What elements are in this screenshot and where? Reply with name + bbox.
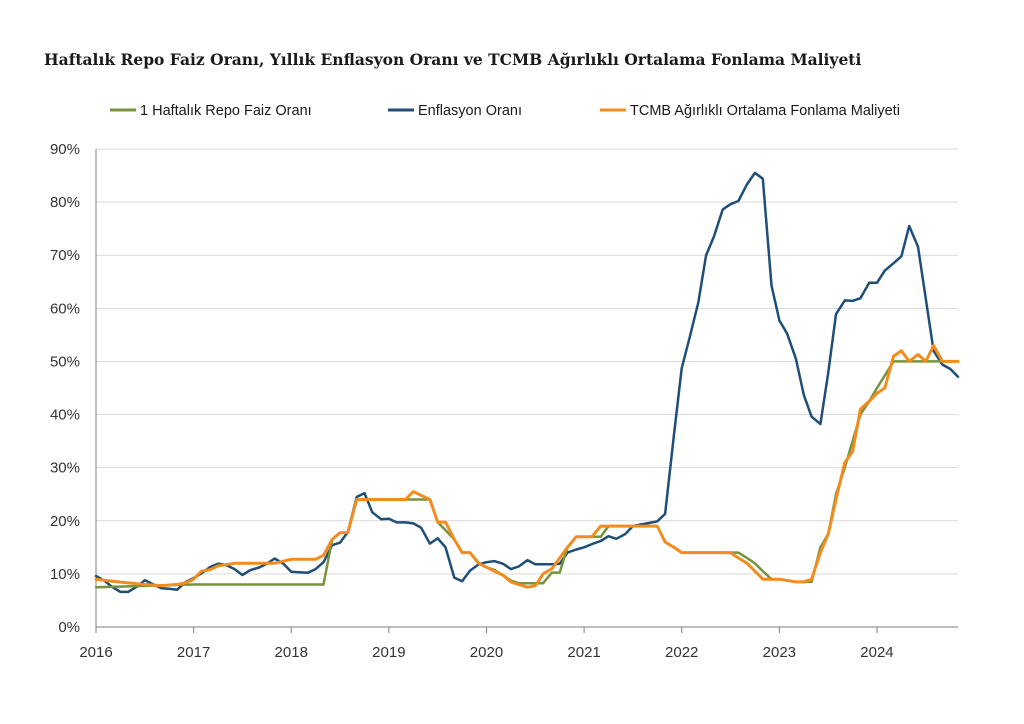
y-tick-label: 40% — [50, 407, 80, 424]
x-tick-label: 2018 — [275, 644, 308, 661]
x-tick-label: 2016 — [79, 644, 112, 661]
y-tick-label: 60% — [50, 300, 80, 317]
series-line-2 — [94, 171, 960, 594]
y-tick-label: 10% — [50, 566, 80, 583]
series-line-3 — [94, 344, 960, 589]
axes — [95, 149, 958, 633]
y-axis-tick-labels: 0% 10% 20% 30% 40% 50% 60% 70% 80% 90% — [50, 141, 80, 636]
x-tick-label: 2020 — [470, 644, 503, 661]
x-tick-label: 2017 — [177, 644, 210, 661]
x-tick-label: 2023 — [763, 644, 796, 661]
legend-label: TCMB Ağırlıklı Ortalama Fonlama Maliyeti — [630, 103, 900, 119]
series-line-1 — [94, 360, 960, 589]
gridlines — [96, 148, 958, 575]
y-tick-label: 30% — [50, 460, 80, 477]
y-tick-label: 0% — [58, 619, 80, 636]
y-tick-label: 20% — [50, 513, 80, 530]
x-tick-label: 2022 — [665, 644, 698, 661]
y-tick-label: 70% — [50, 247, 80, 264]
y-tick-label: 80% — [50, 194, 80, 211]
x-tick-label: 2021 — [567, 644, 600, 661]
x-tick-label: 2024 — [860, 644, 893, 661]
y-tick-label: 50% — [50, 353, 80, 370]
legend: 1 Haftalık Repo Faiz Oranı Enflasyon Oran… — [110, 103, 900, 119]
legend-label: Enflasyon Oranı — [418, 103, 522, 119]
series-lines — [94, 171, 960, 594]
y-tick-label: 90% — [50, 141, 80, 158]
x-axis-tick-labels: 2016 2017 2018 2019 2020 2021 2022 2023 2024 — [79, 644, 893, 661]
legend-label: 1 Haftalık Repo Faiz Oranı — [140, 103, 312, 119]
x-tick-label: 2019 — [372, 644, 405, 661]
chart-title: Haftalık Repo Faiz Oranı, Yıllık Enflasy… — [44, 50, 862, 69]
